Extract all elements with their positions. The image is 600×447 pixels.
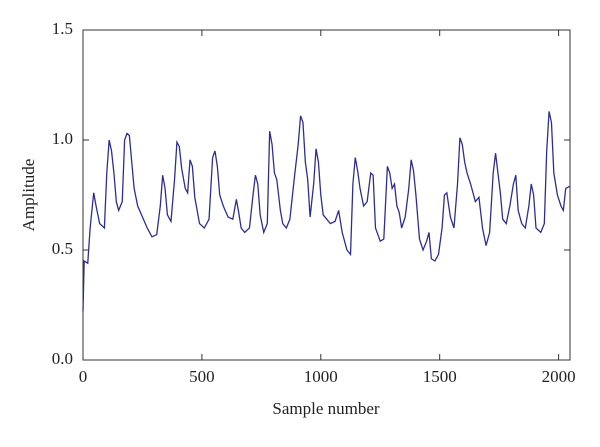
y-tick-label: 1.0 <box>52 129 73 148</box>
y-axis-label: Amplitude <box>19 159 38 232</box>
plot-frame <box>82 29 571 361</box>
x-tick-label: 500 <box>189 367 215 386</box>
y-tick-label: 1.5 <box>52 19 73 38</box>
x-tick-label: 1000 <box>304 367 338 386</box>
x-tick-label: 0 <box>79 367 88 386</box>
x-axis-label: Sample number <box>272 399 380 418</box>
data-line <box>82 111 571 312</box>
y-tick-label: 0.0 <box>52 349 73 368</box>
x-tick-label: 1500 <box>423 367 457 386</box>
x-tick-label: 2000 <box>542 367 576 386</box>
y-tick-label: 0.5 <box>52 239 73 258</box>
